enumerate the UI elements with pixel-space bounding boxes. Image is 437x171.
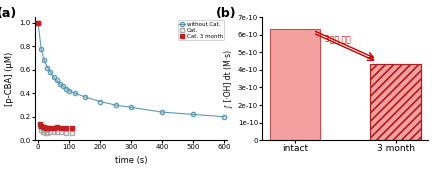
Line: Cat.: Cat. bbox=[36, 21, 74, 135]
without Cat. bbox=[73, 92, 78, 94]
Text: (a): (a) bbox=[0, 7, 17, 20]
without Cat. bbox=[128, 106, 134, 108]
Text: 3개월 운전: 3개월 운전 bbox=[325, 35, 351, 44]
Cat. bbox=[54, 131, 59, 133]
Y-axis label: ∫ [·OH] dt (M·s): ∫ [·OH] dt (M·s) bbox=[223, 50, 232, 108]
Cat. 3 month bbox=[69, 127, 75, 129]
without Cat. bbox=[35, 22, 41, 24]
Cat. bbox=[40, 131, 45, 133]
without Cat. bbox=[48, 71, 53, 73]
Cat. bbox=[43, 132, 49, 134]
Cat. bbox=[35, 22, 41, 24]
Cat. 3 month bbox=[42, 126, 47, 128]
Cat. bbox=[42, 131, 47, 133]
without Cat. bbox=[160, 111, 165, 113]
Cat. 3 month bbox=[37, 123, 42, 125]
Cat. bbox=[48, 131, 53, 133]
Line: without Cat.: without Cat. bbox=[36, 21, 226, 119]
Cat. 3 month bbox=[45, 127, 50, 129]
Line: Cat. 3 month: Cat. 3 month bbox=[36, 21, 74, 131]
Cat. 3 month bbox=[48, 127, 53, 129]
Bar bbox=[371, 64, 421, 140]
Cat. bbox=[69, 132, 75, 134]
without Cat. bbox=[60, 85, 66, 87]
without Cat. bbox=[42, 60, 47, 62]
Y-axis label: [p-CBA] (μM): [p-CBA] (μM) bbox=[5, 51, 14, 106]
without Cat. bbox=[66, 90, 72, 92]
Bar bbox=[270, 29, 320, 140]
without Cat. bbox=[57, 83, 62, 85]
Cat. bbox=[63, 132, 69, 134]
Cat. 3 month bbox=[59, 127, 64, 129]
Cat. 3 month bbox=[54, 126, 59, 128]
Cat. 3 month bbox=[43, 127, 49, 129]
Cat. bbox=[51, 131, 56, 133]
Cat. bbox=[45, 132, 50, 134]
without Cat. bbox=[82, 96, 87, 98]
without Cat. bbox=[51, 76, 56, 78]
Cat. bbox=[37, 125, 42, 127]
Cat. bbox=[59, 131, 64, 133]
Cat. 3 month bbox=[38, 125, 44, 127]
without Cat. bbox=[191, 113, 196, 115]
without Cat. bbox=[38, 48, 44, 50]
Text: (b): (b) bbox=[216, 7, 236, 20]
without Cat. bbox=[63, 88, 69, 90]
X-axis label: time (s): time (s) bbox=[115, 156, 147, 165]
Cat. 3 month bbox=[35, 22, 41, 24]
Cat. bbox=[38, 129, 44, 131]
without Cat. bbox=[222, 116, 227, 118]
without Cat. bbox=[113, 104, 118, 106]
Bar bbox=[371, 64, 421, 140]
without Cat. bbox=[54, 79, 59, 81]
Cat. 3 month bbox=[51, 127, 56, 129]
without Cat. bbox=[97, 101, 103, 103]
Cat. 3 month bbox=[40, 126, 45, 128]
without Cat. bbox=[45, 67, 50, 69]
Legend: without Cat., Cat., Cat. 3 month: without Cat., Cat., Cat. 3 month bbox=[178, 20, 225, 40]
Cat. 3 month bbox=[63, 127, 69, 129]
